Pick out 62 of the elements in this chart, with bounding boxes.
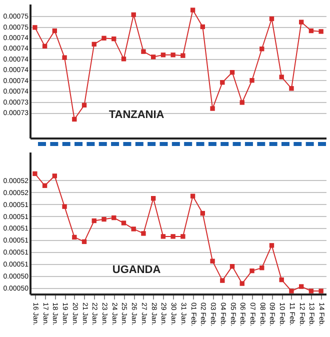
point [72, 116, 77, 122]
point [260, 46, 264, 52]
point [32, 25, 38, 30]
point [260, 265, 264, 270]
point [289, 288, 294, 294]
point [141, 49, 146, 54]
point [62, 204, 67, 209]
point [131, 226, 136, 232]
point [220, 278, 225, 283]
point [112, 36, 116, 42]
point [62, 55, 67, 60]
point [190, 194, 196, 198]
point [190, 8, 196, 12]
point [298, 284, 304, 289]
point [42, 183, 48, 188]
point [210, 106, 215, 111]
point [150, 54, 156, 60]
point [318, 288, 324, 294]
point [131, 12, 136, 18]
point [160, 234, 166, 239]
point [141, 231, 146, 236]
point [170, 234, 176, 239]
point [269, 16, 274, 22]
point [170, 52, 176, 58]
point [82, 102, 87, 108]
point [180, 234, 186, 239]
point [269, 243, 274, 248]
point [42, 44, 48, 49]
point [102, 216, 106, 222]
point [279, 74, 284, 80]
point [150, 196, 156, 201]
point [32, 171, 38, 176]
point [200, 24, 206, 30]
point [250, 268, 254, 274]
point [220, 80, 225, 85]
point [230, 264, 235, 269]
point [82, 239, 87, 244]
point [230, 70, 235, 75]
point [52, 28, 58, 34]
point [289, 86, 294, 91]
point [102, 36, 106, 41]
point [160, 52, 166, 58]
point [308, 28, 314, 34]
point [240, 100, 244, 105]
point [180, 53, 186, 58]
point [52, 174, 58, 178]
point [210, 258, 215, 264]
point [250, 78, 254, 83]
point [72, 234, 77, 240]
point [121, 56, 126, 62]
point [200, 210, 206, 216]
point [308, 288, 314, 294]
annotation: TANZANIA [108, 109, 164, 122]
point [92, 42, 96, 47]
point [240, 281, 244, 286]
point [318, 29, 324, 34]
annotation: UGANDA [112, 264, 161, 276]
point [121, 220, 126, 226]
point [279, 277, 284, 282]
point [298, 20, 304, 24]
point [92, 218, 96, 224]
point [112, 215, 116, 220]
